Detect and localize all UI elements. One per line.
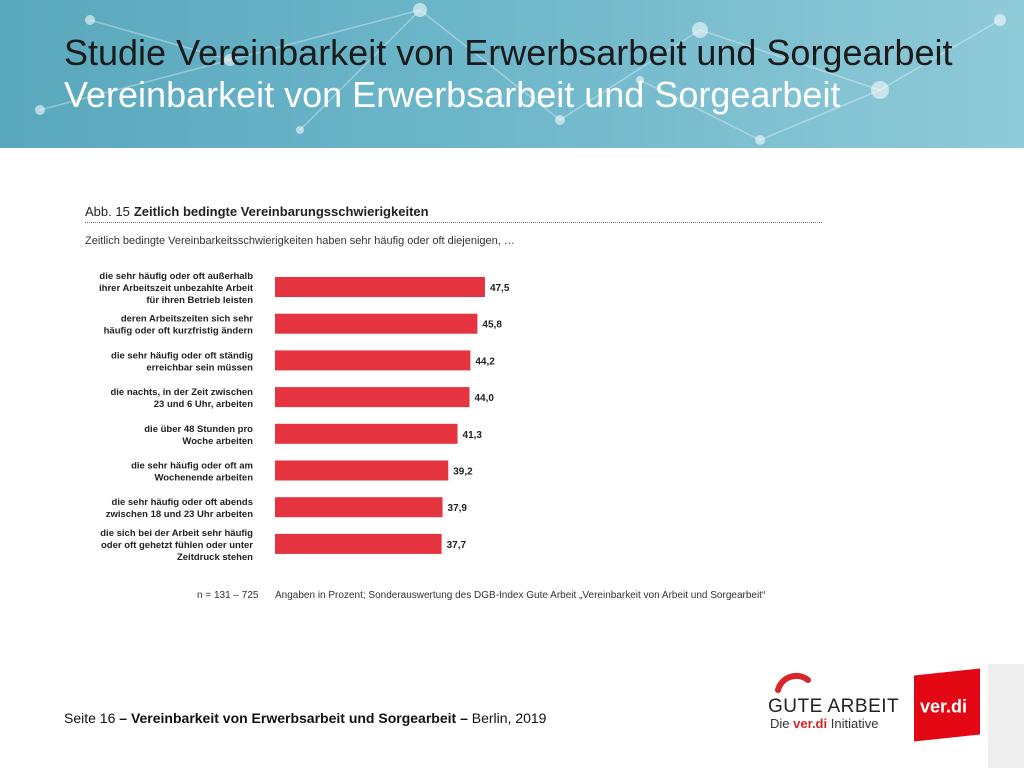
footer-page: Seite 16 xyxy=(64,710,116,726)
bar-1 xyxy=(275,277,485,297)
category-label-line: für ihren Betrieb leisten xyxy=(146,295,253,306)
ga-die: Die xyxy=(770,716,790,731)
bar-5 xyxy=(275,423,458,444)
bar-3 xyxy=(275,350,471,371)
value-label-4: 44,0 xyxy=(474,393,494,404)
sample-size-note: n = 131 – 725 xyxy=(197,590,259,601)
gute-arbeit-subline: Die ver.di Initiative xyxy=(770,716,878,731)
corner-strip xyxy=(988,664,1024,768)
bar-chart: 47,5 die sehr häufig oder oft außerhalb ih… xyxy=(99,271,510,563)
footer-sep-1: – xyxy=(119,710,128,726)
value-label-6: 39,2 xyxy=(453,467,473,478)
figure-heading: Abb. 15 Zeitlich bedingte Vereinbarungssc… xyxy=(85,204,429,219)
verdi-logo-text: ver.di xyxy=(920,696,968,717)
category-label-line: deren Arbeitszeiten sich sehr xyxy=(121,314,253,325)
footer-sep-2: – xyxy=(460,710,468,726)
bar-7 xyxy=(275,497,443,518)
category-label-line: die sehr häufig oder oft ständig xyxy=(111,350,253,361)
gute-arbeit-wordmark: GUTE ARBEIT xyxy=(768,696,900,717)
source-note: Angaben in Prozent; Sonderauswertung des… xyxy=(275,590,766,601)
figure-title: Zeitlich bedingte Vereinbarungsschwierig… xyxy=(133,204,429,219)
value-label-5: 41,3 xyxy=(463,430,483,441)
category-label-5: die über 48 Stunden pro Woche arbeiten xyxy=(144,424,253,447)
gute-arbeit-logo: GUTE ARBEIT Die ver.di Initiative xyxy=(768,670,900,732)
bar-4 xyxy=(275,387,470,408)
dotted-divider xyxy=(85,222,822,223)
category-label-line: ihrer Arbeitszeit unbezahlte Arbeit xyxy=(99,283,254,294)
bar-2 xyxy=(275,313,478,334)
gute-arbeit-mark-icon xyxy=(775,672,811,693)
figure: Abb. 15 Zeitlich bedingte Vereinbarungssc… xyxy=(85,200,825,610)
category-label-2: deren Arbeitszeiten sich sehr häufig oder… xyxy=(104,314,254,337)
value-label-1: 47,5 xyxy=(490,283,510,294)
footer-topic: Vereinbarkeit von Erwerbsarbeit und Sorg… xyxy=(130,710,457,726)
category-label-7: die sehr häufig oder oft abends zwischen … xyxy=(106,497,253,520)
category-label-line: erreichbar sein müssen xyxy=(146,362,253,373)
bar-8 xyxy=(275,533,442,554)
network-pattern-decoration xyxy=(35,3,1006,145)
category-label-line: die sehr häufig oder oft abends xyxy=(112,497,253,508)
slide-title: Studie Vereinbarkeit von Erwerbsarbeit u… xyxy=(64,32,953,116)
title-line-2: Vereinbarkeit von Erwerbsarbeit und Sorg… xyxy=(64,74,841,115)
title-line-1: Studie Vereinbarkeit von Erwerbsarbeit u… xyxy=(64,32,953,73)
bar-6 xyxy=(275,460,449,481)
category-label-line: 23 und 6 Uhr, arbeiten xyxy=(154,399,253,410)
category-label-line: die sehr häufig oder oft außerhalb xyxy=(99,271,253,282)
category-label-8: die sich bei der Arbeit sehr häufig oder … xyxy=(100,528,253,563)
header-banner: Studie Vereinbarkeit von Erwerbsarbeit u… xyxy=(0,0,1024,148)
category-label-line: die sich bei der Arbeit sehr häufig xyxy=(100,528,253,539)
figure-lead-text: Zeitlich bedingte Vereinbarkeitsschwieri… xyxy=(85,235,515,247)
category-label-line: Zeitdruck stehen xyxy=(177,552,253,563)
figure-number: Abb. 15 xyxy=(85,204,130,219)
value-label-7: 37,9 xyxy=(448,503,468,514)
category-label-6: die sehr häufig oder oft am Wochenende ar… xyxy=(131,461,253,484)
category-label-line: Wochenende arbeiten xyxy=(154,473,253,484)
footer-place-year: Berlin, 2019 xyxy=(471,710,547,726)
category-label-line: die sehr häufig oder oft am xyxy=(131,461,253,472)
category-label-line: die über 48 Stunden pro xyxy=(144,424,253,435)
category-label-1: die sehr häufig oder oft außerhalb ihrer … xyxy=(99,271,254,306)
category-label-line: Woche arbeiten xyxy=(182,436,253,447)
category-label-line: häufig oder oft kurzfristig ändern xyxy=(104,326,254,337)
value-label-8: 37,7 xyxy=(447,540,467,551)
value-label-3: 44,2 xyxy=(475,356,495,367)
category-label-3: die sehr häufig oder oft ständig erreichb… xyxy=(111,350,253,373)
value-label-2: 45,8 xyxy=(482,320,502,331)
category-label-line: oder oft gehetzt fühlen oder unter xyxy=(101,540,253,551)
category-label-4: die nachts, in der Zeit zwischen 23 und 6… xyxy=(110,387,253,410)
ga-initiative: Initiative xyxy=(830,716,879,731)
ga-verdi: ver.di xyxy=(793,716,828,731)
footer: Seite 16 – Vereinbarkeit von Erwerbsarbe… xyxy=(64,710,546,726)
category-label-line: zwischen 18 und 23 Uhr arbeiten xyxy=(106,509,253,520)
verdi-logo: ver.di xyxy=(914,668,980,742)
category-label-line: die nachts, in der Zeit zwischen xyxy=(110,387,253,398)
